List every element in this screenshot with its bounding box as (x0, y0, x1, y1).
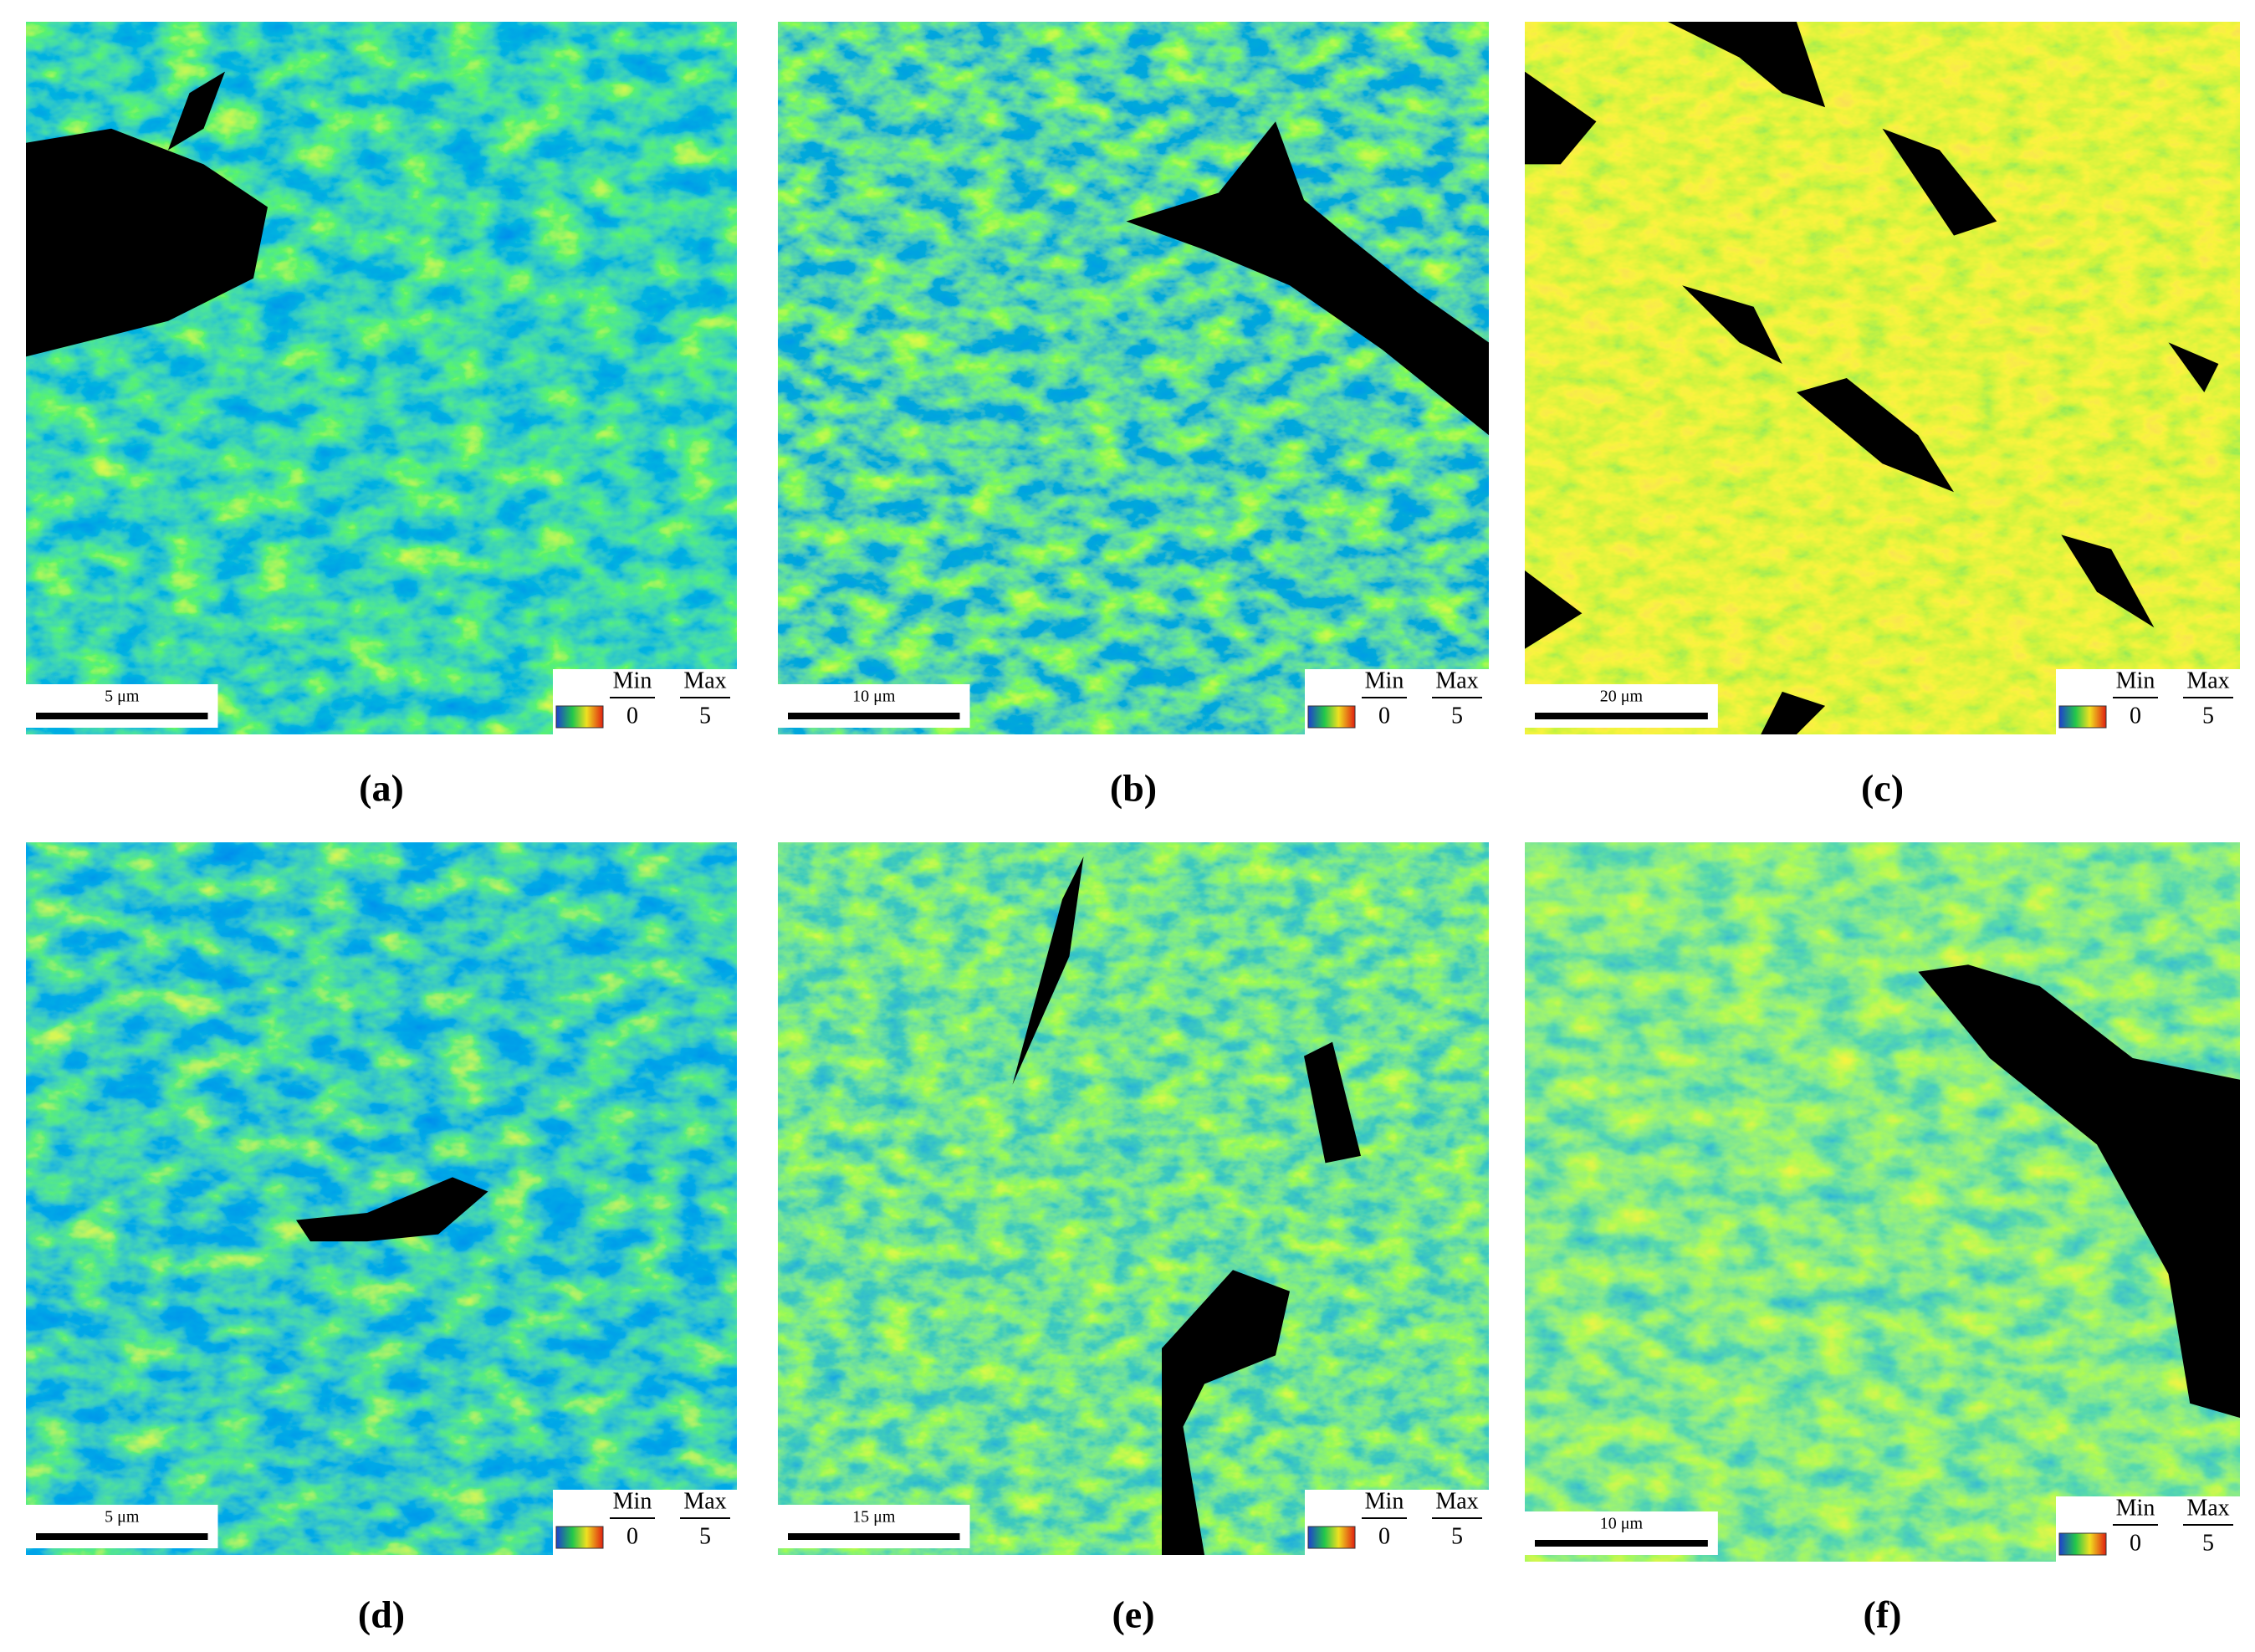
panel-label: (c) (1861, 767, 1904, 810)
pore (1525, 570, 1583, 649)
pore (26, 128, 268, 357)
legend-swatch (2058, 705, 2107, 729)
legend-min-value: 0 (626, 1523, 638, 1549)
scale-bar-box (1525, 684, 1718, 728)
legend-max-value: 5 (699, 703, 711, 729)
legend-max-label: Max (683, 1488, 726, 1514)
panel: 15 μm Min Max 0 5 (778, 842, 1489, 1555)
scale-bar (36, 1533, 208, 1540)
legend-min-label: Min (613, 1488, 652, 1514)
legend-min-value: 0 (2130, 703, 2141, 729)
pore (1682, 285, 1782, 364)
scale-bar-label: 15 μm (852, 1508, 896, 1527)
pore (1796, 378, 1954, 493)
kam-map (778, 842, 1489, 1555)
legend-min-value: 0 (626, 703, 638, 729)
legend-min-value: 0 (2130, 1530, 2141, 1556)
scale-bar (1535, 713, 1708, 719)
pore (1304, 1041, 1361, 1164)
scale-bar-label: 10 μm (1600, 1515, 1644, 1533)
kam-map (26, 842, 737, 1555)
legend-min-label: Min (1365, 1488, 1404, 1514)
legend-min-label: Min (1365, 667, 1404, 693)
pore (1525, 71, 1597, 165)
panel: 10 μm Min Max 0 5 (778, 22, 1489, 734)
pore (1126, 121, 1489, 436)
pore (296, 1177, 488, 1242)
scale-bar (1535, 1540, 1708, 1547)
panel-label: (e) (1112, 1593, 1154, 1636)
pore (1668, 22, 1826, 108)
panel-label: (d) (358, 1593, 405, 1636)
kam-map (1525, 22, 2240, 734)
scale-bar-box (1525, 1511, 1718, 1555)
panel-label: (a) (359, 767, 404, 810)
scale-bar-box (26, 684, 218, 728)
legend-max-label: Max (2186, 1495, 2229, 1521)
scale-bar-label: 5 μm (105, 688, 140, 706)
pore (1761, 691, 1826, 734)
legend-max-label: Max (1435, 1488, 1478, 1514)
legend-min-value: 0 (1378, 703, 1390, 729)
legend-swatch (555, 705, 604, 729)
pore (1918, 964, 2240, 1418)
scale-bar-label: 20 μm (1600, 688, 1644, 706)
legend-swatch (2058, 1532, 2107, 1556)
panel-label: (f) (1864, 1593, 1902, 1636)
legend-max-label: Max (683, 667, 726, 693)
scale-bar (788, 713, 960, 719)
scale-bar-label: 10 μm (852, 688, 896, 706)
legend-min-label: Min (2116, 1495, 2155, 1521)
legend-min-value: 0 (1378, 1523, 1390, 1549)
legend-max-label: Max (2186, 667, 2229, 693)
scale-bar-box (778, 684, 970, 728)
scale-bar (36, 713, 208, 719)
legend-max-value: 5 (1451, 703, 1463, 729)
panel: 5 μm Min Max 0 5 (26, 22, 737, 734)
legend-max-value: 5 (1451, 1523, 1463, 1549)
legend-max-value: 5 (699, 1523, 711, 1549)
pore (2168, 342, 2219, 392)
legend-min-label: Min (613, 667, 652, 693)
scale-bar-box (778, 1505, 970, 1548)
pore (1882, 128, 1997, 236)
legend-swatch (1307, 1526, 1356, 1549)
legend-swatch (1307, 705, 1356, 729)
kam-map (1525, 842, 2240, 1562)
scale-bar-box (26, 1505, 218, 1548)
scale-bar-label: 5 μm (105, 1508, 140, 1527)
panel: 10 μm Min Max 0 5 (1525, 842, 2240, 1562)
kam-map (778, 22, 1489, 734)
panel-label: (b) (1110, 767, 1157, 810)
legend-max-value: 5 (2202, 703, 2214, 729)
legend-swatch (555, 1526, 604, 1549)
panel: 5 μm Min Max 0 5 (26, 842, 737, 1555)
pore (1012, 857, 1084, 1085)
legend-min-label: Min (2116, 667, 2155, 693)
legend-max-value: 5 (2202, 1530, 2214, 1556)
pore (1162, 1270, 1290, 1555)
scale-bar (788, 1533, 960, 1540)
kam-map (26, 22, 737, 734)
panel: 20 μm Min Max 0 5 (1525, 22, 2240, 734)
pore (168, 71, 225, 151)
legend-max-label: Max (1435, 667, 1478, 693)
pore (2061, 534, 2155, 628)
